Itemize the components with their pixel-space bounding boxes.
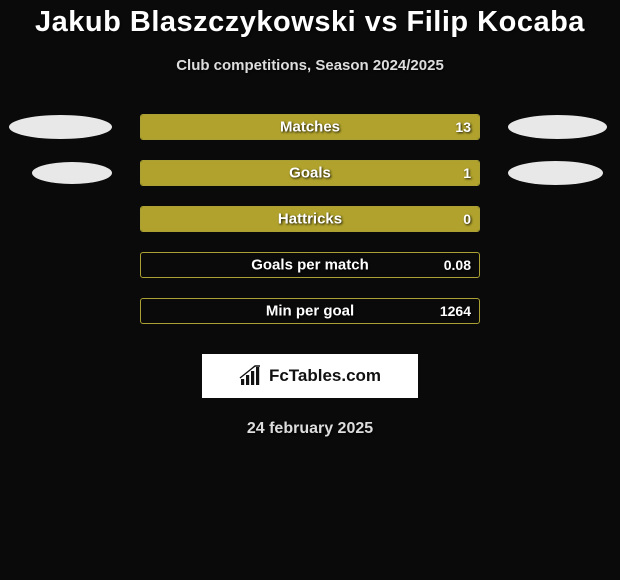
stat-row: Matches 13	[0, 114, 620, 140]
stat-value: 1264	[440, 303, 471, 319]
stat-bar: Goals 1	[140, 160, 480, 186]
stat-label: Min per goal	[266, 303, 354, 320]
date-text: 24 february 2025	[0, 420, 620, 438]
page-title: Jakub Blaszczykowski vs Filip Kocaba	[0, 6, 620, 39]
right-pill	[508, 161, 603, 185]
stat-row: Hattricks 0	[0, 206, 620, 232]
stat-row: Goals per match 0.08	[0, 252, 620, 278]
stat-label: Hattricks	[278, 211, 342, 228]
stat-label: Goals	[289, 165, 331, 182]
bar-chart-icon	[239, 365, 263, 387]
stat-value: 0	[463, 211, 471, 227]
stat-label: Goals per match	[251, 257, 369, 274]
stat-value: 13	[455, 119, 471, 135]
left-pill	[9, 115, 112, 139]
stat-bar: Matches 13	[140, 114, 480, 140]
left-pill	[32, 162, 112, 184]
brand-badge: FcTables.com	[202, 354, 418, 398]
stat-bar: Min per goal 1264	[140, 298, 480, 324]
subtitle: Club competitions, Season 2024/2025	[0, 57, 620, 74]
stat-bar: Hattricks 0	[140, 206, 480, 232]
comparison-infographic: Jakub Blaszczykowski vs Filip Kocaba Clu…	[0, 0, 620, 438]
stat-value: 1	[463, 165, 471, 181]
stat-rows: Matches 13 Goals 1 Hattricks 0 Goals per match…	[0, 114, 620, 324]
stat-value: 0.08	[444, 257, 471, 273]
stat-bar: Goals per match 0.08	[140, 252, 480, 278]
stat-row: Goals 1	[0, 160, 620, 186]
stat-label: Matches	[280, 119, 340, 136]
right-pill	[508, 115, 607, 139]
brand-text: FcTables.com	[269, 366, 381, 386]
stat-row: Min per goal 1264	[0, 298, 620, 324]
